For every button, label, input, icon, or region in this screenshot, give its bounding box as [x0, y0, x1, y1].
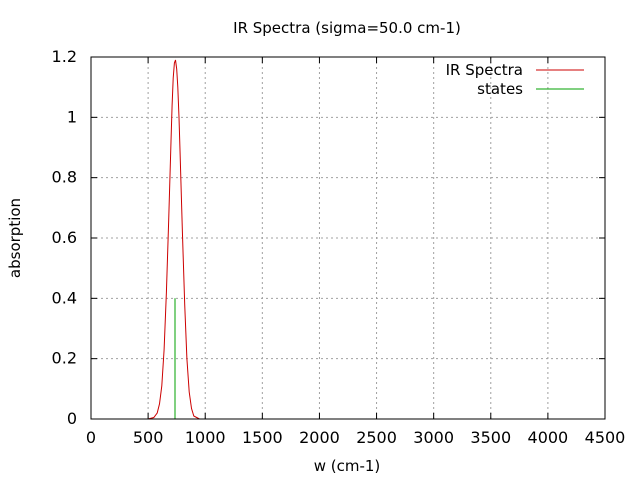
legend-label-ir-spectra: IR Spectra: [446, 61, 523, 79]
y-axis-label: absorption: [6, 198, 24, 278]
y-tick-label: 0.6: [52, 228, 77, 247]
y-tick-label: 1: [67, 107, 77, 126]
x-tick-label: 2500: [356, 428, 397, 447]
series-line-ir-spectra: [119, 59, 200, 420]
y-tick-label: 1.2: [52, 47, 77, 66]
x-axis-label: w (cm-1): [314, 457, 381, 475]
x-tick-label: 0: [86, 428, 96, 447]
x-tick-label: 2000: [299, 428, 340, 447]
x-tick-label: 500: [133, 428, 164, 447]
grid-lines: [91, 57, 605, 419]
y-tick-label: 0.4: [52, 288, 77, 307]
x-tick-label: 4500: [585, 428, 626, 447]
x-tick-label: 3000: [413, 428, 454, 447]
legend: IR Spectra states: [446, 61, 584, 98]
x-tick-label: 1500: [242, 428, 283, 447]
tick-marks: [90, 56, 606, 420]
y-tick-label: 0.2: [52, 349, 77, 368]
legend-label-states: states: [477, 80, 523, 98]
chart-title: IR Spectra (sigma=50.0 cm-1): [233, 19, 461, 37]
y-tick-label: 0.8: [52, 168, 77, 187]
x-tick-label: 3500: [470, 428, 511, 447]
x-tick-label: 4000: [528, 428, 569, 447]
series-layer: [119, 59, 200, 420]
x-tick-label: 1000: [185, 428, 226, 447]
y-tick-label: 0: [67, 409, 77, 428]
x-tick-labels: 0 500 1000 1500 2000 2500 3000 3500 4000 4500: [86, 428, 625, 447]
y-tick-labels: 0 0.2 0.4 0.6 0.8 1 1.2: [52, 47, 77, 428]
